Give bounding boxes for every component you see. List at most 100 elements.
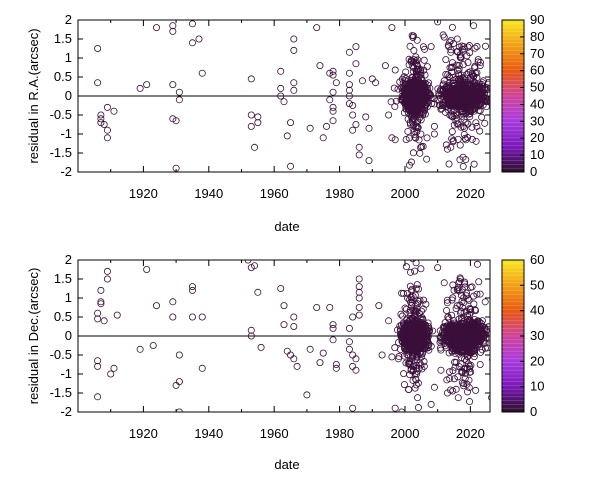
ra-cluster-point: [459, 61, 467, 69]
ra-cluster-point: [477, 89, 485, 97]
ra-data-point: [313, 24, 321, 32]
ra-cluster-point: [446, 38, 454, 46]
dec-data-point: [107, 370, 115, 378]
ra-cluster-point: [459, 162, 467, 170]
ra-cluster-point: [413, 128, 421, 136]
ra-cluster-point: [416, 91, 424, 99]
ra-cluster-point: [472, 119, 480, 127]
ra-x-axis-label: date: [274, 219, 299, 234]
ra-cluster-point: [481, 91, 489, 99]
ra-cluster-point: [470, 160, 478, 168]
ra-cluster-point: [464, 43, 472, 51]
dec-cluster-point: [447, 323, 455, 331]
ra-cluster-point: [421, 45, 429, 53]
ra-cluster-point: [454, 120, 462, 128]
dec-cluster-point: [460, 298, 468, 306]
dec-data-point: [326, 303, 334, 311]
ra-data-point: [290, 46, 298, 54]
ra-residual-panel: residual in R.A.(arcsec) date -2 -1.5 -1 -0…: [26, 12, 544, 234]
ra-data-point: [349, 102, 357, 110]
ra-cluster-point: [460, 45, 468, 53]
dec-data-point: [313, 303, 321, 311]
ra-data-point: [97, 115, 105, 123]
ra-data-point: [290, 79, 298, 87]
ra-cluster-point: [469, 83, 477, 91]
dec-cluster-point: [407, 268, 415, 276]
dec-cluster-point: [427, 342, 435, 350]
ra-data-point: [152, 24, 160, 32]
ra-data-point: [287, 119, 295, 127]
dec-data-point: [113, 311, 121, 319]
dec-y-tick-label: 0.5: [54, 309, 72, 324]
ra-data-point: [172, 164, 180, 172]
ra-data-point: [280, 98, 288, 106]
dec-data-point: [332, 360, 340, 368]
ra-data-point: [97, 111, 105, 119]
ra-cluster-point: [449, 113, 457, 121]
ra-data-point: [372, 79, 380, 87]
dec-cluster-point: [397, 310, 405, 318]
ra-data-point: [319, 134, 327, 142]
ra-y-tick-label: -2: [60, 164, 72, 179]
dec-data-point: [332, 364, 340, 372]
dec-cluster-point: [470, 344, 478, 352]
dec-data-point: [440, 279, 448, 287]
dec-cluster-point: [463, 316, 471, 324]
dec-data-point: [149, 341, 157, 349]
ra-data-point: [94, 45, 102, 53]
ra-data-point: [169, 22, 177, 30]
dec-cluster-point: [414, 285, 422, 293]
dec-cluster-point: [399, 333, 407, 341]
ra-cluster-point: [414, 102, 422, 110]
ra-data-point: [430, 130, 438, 138]
dec-data-point: [97, 298, 105, 306]
dec-data-point: [103, 267, 111, 275]
ra-cluster-point: [476, 58, 484, 66]
ra-data-point: [329, 67, 337, 75]
ra-data-point: [329, 107, 337, 115]
ra-cluster-point: [445, 160, 453, 168]
dec-y-tick-label: 0: [65, 328, 72, 343]
dec-cluster-point: [457, 291, 465, 299]
dec-cluster-point: [466, 306, 474, 314]
dec-cluster-point: [462, 307, 470, 315]
dec-data-point: [257, 343, 265, 351]
ra-cluster-point: [421, 104, 429, 112]
ra-cluster-point: [419, 142, 427, 150]
dec-cluster-point: [463, 388, 471, 396]
dec-cluster-point: [413, 327, 421, 335]
dec-cluster-point: [449, 281, 457, 289]
dec-cluster-point: [442, 324, 450, 332]
ra-data-point: [329, 71, 337, 79]
ra-cluster-point: [456, 75, 464, 83]
dec-cluster-point: [447, 386, 455, 394]
ra-data-point: [247, 122, 255, 130]
dec-data-point: [391, 404, 399, 412]
dec-cluster-point: [460, 294, 468, 302]
dec-cluster-point: [413, 330, 421, 338]
dec-cluster-point: [461, 280, 469, 288]
dec-data-point: [143, 265, 151, 273]
dec-data-point: [188, 283, 196, 291]
dec-cluster-point: [407, 332, 415, 340]
dec-cluster-point: [454, 373, 462, 381]
ra-cluster-point: [483, 84, 490, 92]
ra-data-point: [332, 79, 340, 87]
ra-cluster-point: [465, 42, 473, 50]
dec-data-point: [319, 349, 327, 357]
ra-cluster-point: [406, 42, 414, 50]
dec-cluster-point: [420, 362, 428, 370]
ra-data-point: [143, 81, 151, 89]
dec-cluster-point: [417, 361, 425, 369]
ra-data-point: [287, 162, 295, 170]
ra-cluster-point: [481, 119, 489, 127]
ra-cluster-point: [446, 74, 454, 82]
dec-data-point: [355, 275, 363, 283]
ra-cluster-point: [390, 84, 398, 92]
ra-cluster-point: [442, 97, 450, 105]
ra-y-tick-label: 2: [65, 12, 72, 27]
ra-cluster-point: [398, 75, 406, 83]
dec-cluster-point: [475, 278, 483, 286]
dec-data-point: [473, 290, 481, 298]
ra-data-point: [362, 113, 370, 121]
